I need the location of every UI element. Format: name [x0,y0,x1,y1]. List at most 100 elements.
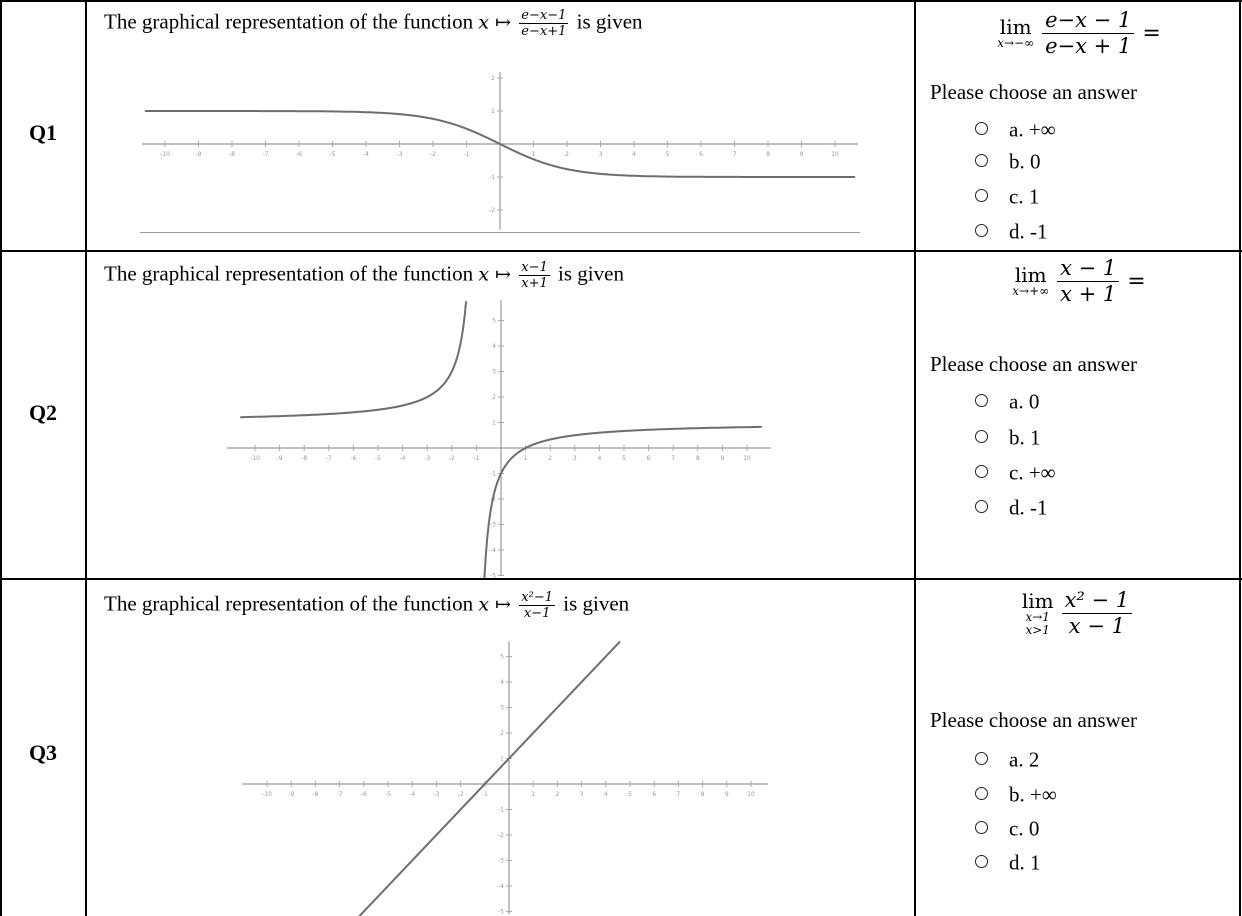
x-tick-label: 4 [632,151,636,158]
radio-button[interactable] [975,820,988,834]
x-tick-label: -9 [277,455,283,462]
radio-button[interactable] [975,188,988,202]
option-letter: c. [1009,460,1024,485]
radio-button[interactable] [975,854,988,868]
x-tick-label: 8 [701,791,705,798]
option-letter: b. [1009,782,1025,807]
x-tick-label: -3 [424,455,430,462]
x-tick-label: 10 [747,791,755,798]
answer-option[interactable]: b. 0 [975,148,1041,174]
y-tick-label: -4 [490,547,496,554]
option-letter: a. [1009,389,1024,414]
y-tick-label: -5 [498,909,504,916]
y-tick-label: -4 [498,883,504,890]
answer-option[interactable]: b. 1 [975,424,1041,450]
option-letter: b. [1009,425,1025,450]
x-tick-label: -2 [430,151,436,158]
y-tick-label: 3 [492,369,496,376]
answer-option[interactable]: a. 0 [975,388,1039,414]
x-tick-label: -10 [250,455,260,462]
radio-button[interactable] [975,751,988,765]
caption-prefix: The graphical representation of the func… [104,261,474,286]
x-tick-label: 3 [599,151,603,158]
x-tick-label: 8 [766,151,770,158]
function-numerator: x²−1 [519,590,556,606]
option-value: -1 [1030,495,1048,520]
radio-button[interactable] [975,121,988,135]
x-tick-label: 3 [573,455,577,462]
x-tick-label: -5 [375,455,381,462]
option-letter: d. [1009,219,1025,244]
lim-operator: lim x→1 x>1 [1022,591,1054,637]
answer-option[interactable]: d. -1 [975,218,1048,244]
x-tick-label: 6 [647,455,651,462]
table-border-top [0,0,1242,2]
limit-denominator: x − 1 [1068,614,1125,638]
option-value: 0 [1030,149,1041,174]
lim-subscript: x→−∞ [997,36,1035,50]
y-tick-label: 3 [500,705,504,712]
x-tick-label: -2 [458,791,464,798]
x-tick-label: 1 [524,455,528,462]
radio-button[interactable] [975,786,988,800]
x-tick-label: -7 [337,791,343,798]
x-tick-label: 2 [565,151,569,158]
x-tick-label: 6 [652,791,656,798]
x-tick-label: 7 [676,791,680,798]
answer-option[interactable]: b. +∞ [975,781,1057,807]
radio-button[interactable] [975,153,988,167]
limit-expression: lim x→+∞ x − 1 x + 1 = [916,256,1242,307]
limit-numerator: e−x − 1 [1042,8,1135,34]
option-letter: d. [1009,850,1025,875]
x-tick-label: -6 [361,791,367,798]
x-tick-label: -10 [262,791,272,798]
math-variable: x ↦ [478,263,512,286]
radio-button[interactable] [975,464,988,478]
answer-option[interactable]: c. 1 [975,183,1039,209]
y-tick-label: 1 [492,420,496,427]
x-tick-label: 7 [733,151,737,158]
answer-option[interactable]: a. 2 [975,746,1039,772]
graph-frame-line [140,232,860,233]
answer-option[interactable]: d. 1 [975,849,1041,875]
answer-option[interactable]: a. +∞ [975,116,1056,142]
x-tick-label: -8 [229,151,235,158]
math-variable: x ↦ [478,593,512,616]
x-tick-label: 6 [699,151,703,158]
radio-button[interactable] [975,429,988,443]
x-tick-label: 5 [622,455,626,462]
option-letter: c. [1009,184,1024,209]
limit-denominator: e−x + 1 [1045,34,1132,58]
y-tick-label: -2 [489,207,495,214]
question-caption: The graphical representation of the func… [104,260,624,291]
x-tick-label: -10 [160,151,170,158]
answer-option[interactable]: c. +∞ [975,459,1056,485]
y-tick-label: -1 [489,174,495,181]
caption-suffix: is given [558,261,624,286]
x-tick-label: 10 [831,151,839,158]
answer-option[interactable]: c. 0 [975,815,1039,841]
x-tick-label: -6 [296,151,302,158]
answer-option[interactable]: d. -1 [975,494,1048,520]
equals-sign: = [1142,21,1161,46]
lim-subscript: x→1 [1025,609,1050,624]
x-tick-label: 9 [720,455,724,462]
caption-prefix: The graphical representation of the func… [104,591,474,616]
option-letter: c. [1009,816,1024,841]
radio-button[interactable] [975,223,988,237]
radio-button[interactable] [975,393,988,407]
x-tick-label: 2 [555,791,559,798]
x-tick-label: 4 [597,455,601,462]
x-tick-label: 4 [604,791,608,798]
radio-button[interactable] [975,499,988,513]
option-value: +∞ [1030,782,1057,807]
caption-prefix: The graphical representation of the func… [104,9,474,34]
y-tick-label: 2 [491,75,495,82]
function-curve [483,425,762,578]
y-tick-label: -1 [490,471,496,478]
x-tick-label: -7 [326,455,332,462]
x-tick-label: -5 [385,791,391,798]
x-tick-label: 1 [531,791,535,798]
option-letter: d. [1009,495,1025,520]
x-tick-label: -7 [263,151,269,158]
